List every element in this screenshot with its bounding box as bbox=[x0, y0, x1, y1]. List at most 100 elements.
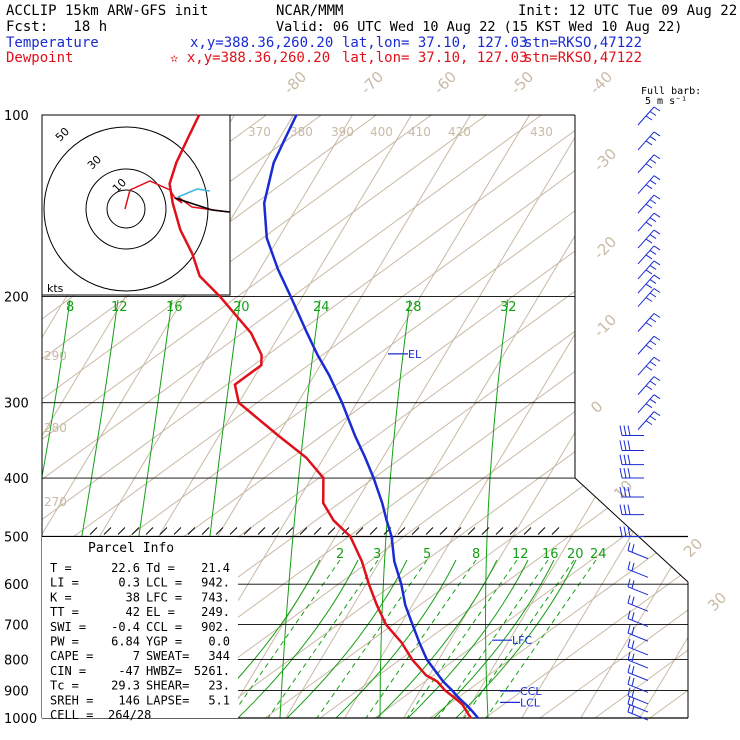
wind-barb-flag bbox=[649, 361, 657, 367]
pressure-tick-label: 400 bbox=[4, 472, 29, 487]
dewpoint-point bbox=[376, 604, 378, 606]
wind-barb-flag bbox=[649, 111, 657, 116]
mixing-ratio-label: 5 bbox=[423, 547, 431, 562]
hatch-mark bbox=[327, 527, 336, 535]
wind-barb-flag bbox=[623, 486, 627, 498]
dry-adiabat-line bbox=[484, 115, 688, 718]
hatch-mark bbox=[495, 527, 504, 535]
mixing-ratio-curve bbox=[379, 299, 411, 718]
wind-barb-flag bbox=[631, 626, 635, 635]
isotherm-label: 30 bbox=[704, 589, 730, 615]
dry-adiabat-line bbox=[594, 115, 688, 718]
wind-barb-flag bbox=[627, 486, 631, 498]
wind-barb-flag bbox=[619, 486, 623, 498]
wind-barb-flag bbox=[627, 542, 631, 551]
hodograph-ring bbox=[106, 189, 146, 229]
hatch-mark bbox=[257, 527, 266, 535]
mixing-ratio-label: 12 bbox=[512, 547, 529, 562]
temperature-point bbox=[437, 674, 440, 677]
wind-barbs bbox=[619, 106, 661, 721]
parcel-key: Td = bbox=[146, 561, 175, 575]
temperature-point bbox=[393, 560, 396, 563]
frame-slant bbox=[574, 477, 689, 583]
wind-barb-flag bbox=[645, 420, 653, 426]
wind-barb-flag bbox=[653, 175, 661, 181]
wind-barb-flag bbox=[627, 454, 631, 465]
parcel-info-bg bbox=[42, 537, 238, 718]
wind-barb-flag bbox=[653, 356, 661, 362]
temperature-point bbox=[364, 456, 366, 459]
parcel-value: 22.6 bbox=[111, 561, 140, 575]
hatch-mark bbox=[537, 527, 546, 535]
dewpoint-xy: ✫ x,y=388.36,260.20 bbox=[170, 50, 331, 66]
parcel-value: 264/28 bbox=[108, 708, 151, 722]
pressure-tick-label: 200 bbox=[4, 291, 29, 306]
hatch-mark bbox=[355, 527, 364, 535]
dewpoint-point bbox=[186, 139, 188, 141]
wind-barb-staff bbox=[627, 659, 649, 669]
temperature-point bbox=[404, 604, 407, 606]
hatch-mark bbox=[271, 527, 280, 535]
temperature-point bbox=[272, 161, 275, 164]
wind-barb-flag bbox=[627, 638, 631, 648]
parcel-key: CELL = bbox=[50, 708, 93, 722]
pressure-tick-label: 700 bbox=[4, 619, 29, 634]
parcel-key: SWEAT= bbox=[146, 649, 189, 663]
temperature-point bbox=[457, 696, 460, 699]
mixing-ratio-label: 12 bbox=[111, 300, 128, 315]
wind-barb-flag bbox=[627, 578, 631, 587]
wind-barb-flag bbox=[619, 467, 623, 479]
wind-barb-flag bbox=[649, 398, 657, 404]
dry-adiabat-line bbox=[42, 115, 611, 718]
pressure-tick-label: 600 bbox=[4, 578, 29, 593]
wind-barb-flag bbox=[627, 425, 631, 436]
dewpoint-point bbox=[234, 383, 236, 386]
mixing-ratio-lower-curve bbox=[433, 559, 555, 718]
wind-barb-flag bbox=[619, 425, 623, 436]
pressure-tick-label: 800 bbox=[4, 654, 29, 669]
dry-adiabat-line bbox=[42, 115, 446, 718]
dry-adiabat-line bbox=[209, 115, 688, 718]
wind-barb-staff bbox=[627, 632, 649, 642]
wind-barb-flag bbox=[631, 697, 635, 706]
dewpoint-point bbox=[179, 228, 182, 231]
wind-barb-flag bbox=[627, 526, 631, 537]
hatch-mark bbox=[173, 527, 182, 535]
dewpoint-point bbox=[322, 502, 325, 504]
wind-barb-flag bbox=[645, 365, 653, 371]
parcel-key: CCL = bbox=[146, 620, 182, 634]
wind-barb-flag bbox=[649, 136, 657, 141]
parcel-key: HWBZ= bbox=[146, 664, 182, 678]
wind-barb-flag bbox=[649, 234, 657, 240]
theta-label: 370 bbox=[248, 125, 271, 139]
temperature-point bbox=[385, 519, 388, 522]
isotherm-line bbox=[521, 115, 688, 718]
parcel-value: 743. bbox=[201, 590, 230, 604]
parcel-value: 6.84 bbox=[111, 635, 140, 649]
level-label: LFC bbox=[512, 634, 532, 647]
wind-barb-flag bbox=[623, 440, 627, 451]
wind-barb-flag bbox=[653, 313, 661, 318]
parcel-key: YGP = bbox=[146, 635, 182, 649]
hatch-mark bbox=[145, 527, 154, 535]
wind-barb-flag bbox=[653, 212, 661, 218]
temperature-point bbox=[341, 401, 343, 404]
model-title: ACCLIP 15km ARW-GFS init bbox=[6, 3, 209, 19]
temperature-point bbox=[381, 502, 384, 504]
theta-label: 280 bbox=[44, 421, 67, 435]
temperature-latlon: lat,lon= 37.10, 127.03 bbox=[342, 35, 528, 51]
wind-barb-flag bbox=[631, 544, 635, 553]
wind-barb-flag bbox=[623, 425, 627, 436]
wind-barb-flag bbox=[649, 292, 657, 298]
wind-barb-flag bbox=[627, 610, 631, 619]
wind-barb-flag bbox=[649, 158, 657, 164]
wind-barb-flag bbox=[623, 526, 627, 537]
dewpoint-point bbox=[322, 477, 325, 479]
wind-barb-flag bbox=[631, 612, 635, 621]
temperature-point bbox=[390, 535, 393, 538]
temperature-point bbox=[277, 268, 279, 270]
mixing-ratio-label: 16 bbox=[542, 547, 559, 562]
parcel-key: TT = bbox=[50, 605, 79, 619]
wind-barb-flag bbox=[653, 335, 661, 341]
